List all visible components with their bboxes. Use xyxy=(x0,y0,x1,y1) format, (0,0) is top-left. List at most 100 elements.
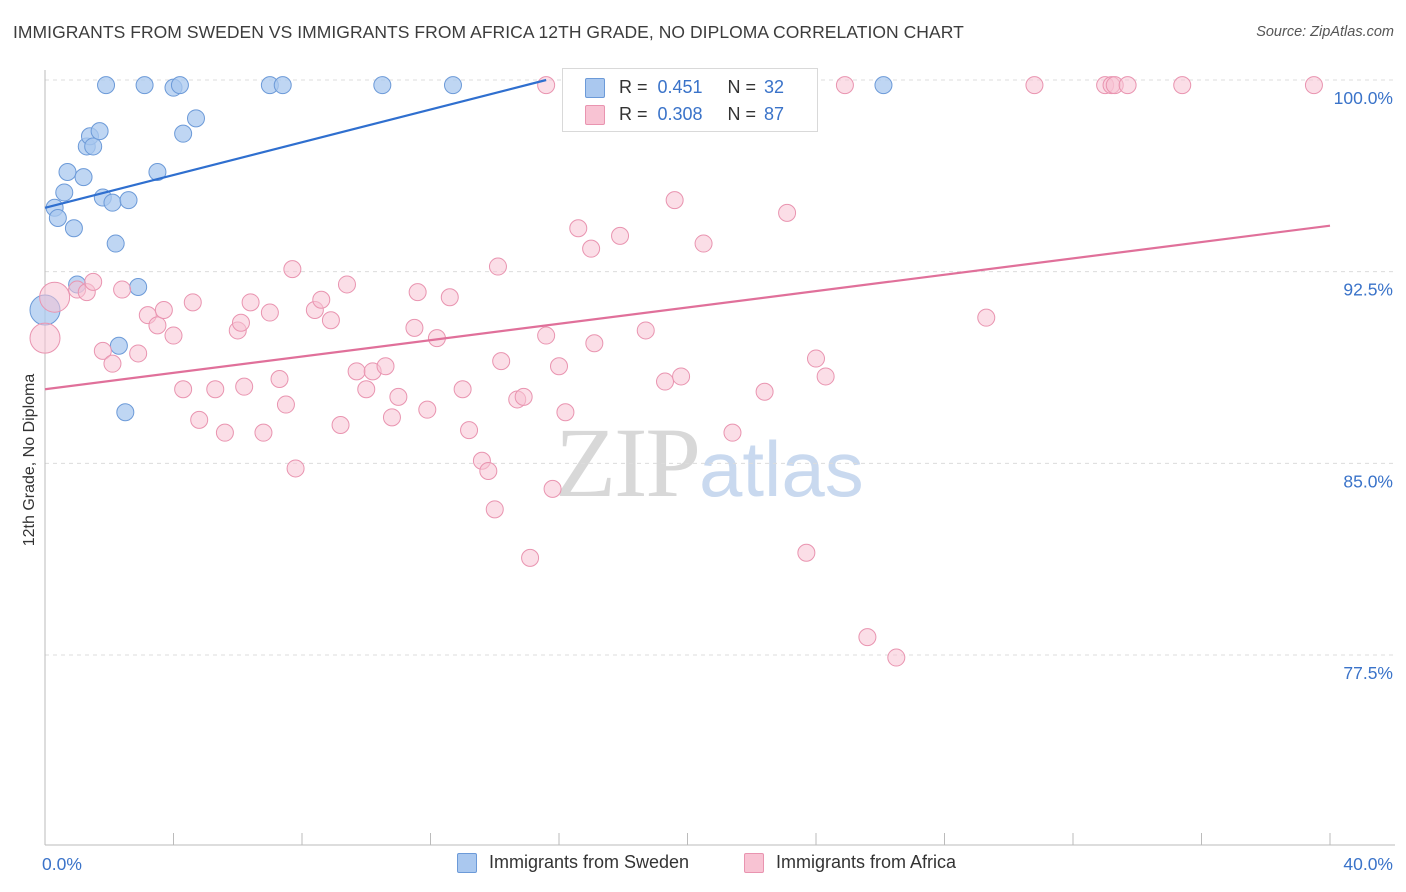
scatter-point-sweden xyxy=(58,163,77,181)
scatter-point-africa xyxy=(154,301,173,319)
scatter-point-africa xyxy=(405,318,424,337)
scatter-point-africa xyxy=(543,479,562,498)
scatter-point-sweden xyxy=(55,183,74,202)
scatter-point-africa xyxy=(611,226,630,245)
scatter-point-africa xyxy=(556,403,575,422)
bottom-legend-label-sweden: Immigrants from Sweden xyxy=(489,852,690,872)
scatter-point-africa xyxy=(550,357,568,376)
scatter-point-africa xyxy=(514,387,533,406)
scatter-point-africa xyxy=(389,387,408,406)
bottom-legend-label-africa: Immigrants from Africa xyxy=(776,852,957,872)
scatter-point-africa xyxy=(206,380,225,399)
scatter-point-africa xyxy=(569,219,588,238)
scatter-point-sweden xyxy=(74,168,93,187)
scatter-point-africa xyxy=(84,272,103,291)
scatter-point-sweden xyxy=(109,336,128,355)
scatter-point-africa xyxy=(807,349,825,368)
scatter-point-africa xyxy=(254,423,273,442)
scatter-point-africa xyxy=(1118,76,1137,95)
watermark-atlas: atlas xyxy=(699,425,864,513)
scatter-point-africa xyxy=(283,260,302,279)
scatter-point-africa xyxy=(148,316,167,335)
scatter-point-sweden xyxy=(106,234,125,253)
stats-legend: R = 0.451 N = 32 R = 0.308 N = 87 xyxy=(562,68,818,132)
scatter-point-africa xyxy=(241,293,260,312)
scatter-point-sweden xyxy=(129,278,148,296)
scatter-point-africa xyxy=(585,334,604,353)
legend-n-label-africa: N = xyxy=(727,103,757,124)
scatter-point-sweden xyxy=(148,163,167,181)
scatter-point-africa xyxy=(977,308,996,327)
scatter-point-sweden xyxy=(116,403,135,422)
scatter-point-sweden xyxy=(97,76,116,95)
watermark-zip: ZIP xyxy=(555,407,701,518)
scatter-point-africa xyxy=(164,326,183,345)
scatter-point-africa xyxy=(1025,76,1044,95)
scatter-point-africa xyxy=(376,357,395,376)
scatter-point-africa xyxy=(129,344,148,363)
scatter-point-africa xyxy=(235,377,254,396)
y-tick-label: 85.0% xyxy=(1343,471,1393,491)
legend-r-value-sweden: 0.451 xyxy=(657,76,703,97)
scatter-point-africa xyxy=(174,380,193,399)
scatter-point-africa xyxy=(440,288,459,307)
scatter-point-africa xyxy=(537,76,556,95)
scatter-point-africa xyxy=(672,367,691,386)
scatter-point-africa xyxy=(636,321,655,340)
legend-n-label-sweden: N = xyxy=(727,76,757,97)
scatter-point-africa xyxy=(755,382,774,401)
scatter-point-sweden xyxy=(135,76,154,95)
scatter-point-sweden xyxy=(874,76,893,95)
source-credit: Source: ZipAtlas.com xyxy=(1256,24,1394,40)
scatter-point-africa xyxy=(408,283,427,302)
scatter-point-africa xyxy=(312,290,331,309)
scatter-point-africa xyxy=(521,548,540,567)
legend-row-sweden: R = 0.451 N = 32 xyxy=(585,76,785,98)
scatter-point-africa xyxy=(231,313,250,332)
scatter-point-africa xyxy=(656,372,675,391)
scatter-point-africa xyxy=(797,543,816,562)
scatter-point-africa xyxy=(337,275,356,294)
legend-n-value-sweden: 32 xyxy=(764,76,785,97)
scatter-point-sweden xyxy=(373,76,392,95)
scatter-point-africa xyxy=(286,459,305,478)
scatter-point-africa xyxy=(453,380,472,399)
legend-r-value-africa: 0.308 xyxy=(657,103,703,124)
scatter-point-africa xyxy=(887,648,906,667)
scatter-point-africa xyxy=(460,421,479,440)
legend-r-label-africa: R = xyxy=(619,103,648,124)
legend-r-label-sweden: R = xyxy=(619,76,648,97)
trend-line-sweden xyxy=(44,78,547,209)
scatter-point-sweden xyxy=(170,76,189,95)
scatter-point-africa xyxy=(103,354,122,373)
scatter-point-sweden xyxy=(119,191,138,210)
scatter-point-africa xyxy=(29,322,61,354)
x-tick-label: 0.0% xyxy=(42,854,82,874)
scatter-point-africa xyxy=(113,280,132,299)
scatter-point-africa xyxy=(537,326,556,345)
scatter-point-africa xyxy=(418,400,437,419)
legend-swatch-africa xyxy=(585,105,605,125)
scatter-point-sweden xyxy=(90,122,109,141)
scatter-point-sweden xyxy=(103,193,122,212)
bottom-legend-swatch-sweden xyxy=(457,852,477,873)
bottom-legend-swatch-africa xyxy=(744,852,764,873)
scatter-point-sweden xyxy=(48,209,67,227)
scatter-point-africa xyxy=(321,311,340,330)
trend-line-africa xyxy=(44,224,1331,391)
chart-title: IMMIGRANTS FROM SWEDEN VS IMMIGRANTS FRO… xyxy=(13,22,964,42)
scatter-point-africa xyxy=(382,408,401,427)
legend-row-africa: R = 0.308 N = 87 xyxy=(585,103,784,125)
watermark: ZIPatlas xyxy=(555,405,864,520)
scatter-point-africa xyxy=(835,76,854,95)
y-tick-label: 77.5% xyxy=(1343,663,1393,683)
y-tick-label: 92.5% xyxy=(1343,280,1393,300)
bottom-legend-africa[interactable]: Immigrants from Africa xyxy=(744,852,956,873)
scatter-point-africa xyxy=(215,423,234,442)
scatter-point-africa xyxy=(479,462,498,480)
scatter-point-sweden xyxy=(64,219,83,238)
scatter-point-africa xyxy=(858,628,877,647)
bottom-legend-sweden[interactable]: Immigrants from Sweden xyxy=(457,852,689,873)
scatter-point-africa xyxy=(190,410,209,429)
